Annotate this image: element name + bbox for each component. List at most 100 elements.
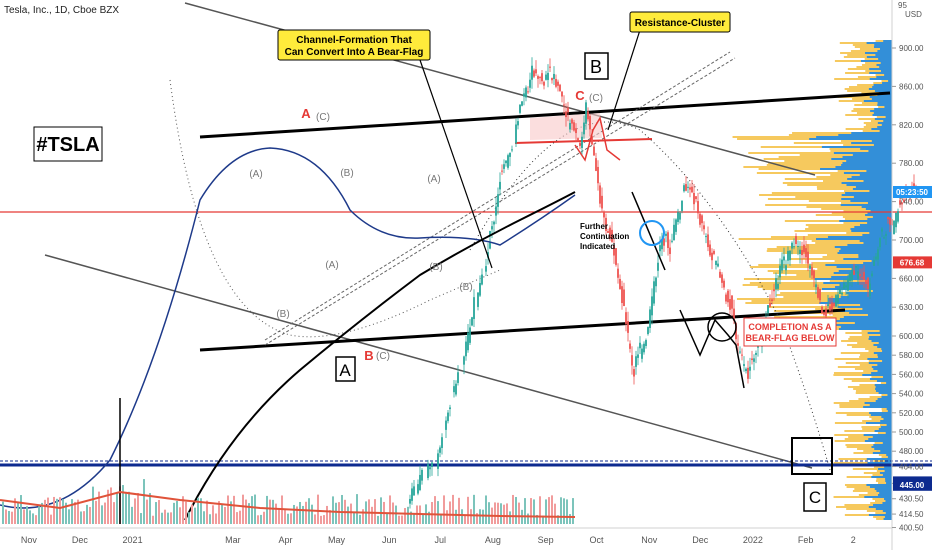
volume-profile-bar [852, 188, 892, 190]
candle-body [847, 278, 849, 291]
volume-profile-bar [869, 336, 892, 338]
candle-body [727, 290, 729, 303]
y-tick-label: 900.00 [899, 44, 924, 53]
subwave-label: (B) [340, 168, 353, 179]
volume-profile-bar [836, 506, 892, 508]
volume-profile-bar [840, 326, 892, 328]
volume-profile-bar [869, 190, 892, 192]
candlesticks [409, 57, 917, 509]
wave-B-box [584, 52, 609, 80]
candle-body [681, 200, 683, 212]
volume-profile-bar [863, 180, 892, 182]
volume-bar [113, 502, 115, 524]
candle-body [801, 249, 803, 256]
volume-profile-bar [877, 50, 892, 52]
volume-bar [107, 489, 109, 524]
volume-profile-bar [875, 390, 892, 392]
candle-body [889, 217, 891, 225]
volume-profile-bar [828, 298, 892, 300]
volume-bar [533, 499, 535, 524]
candle-body [689, 187, 691, 190]
candle-body [503, 164, 505, 169]
y-tick-label: 430.50 [899, 495, 924, 504]
candle-body [647, 327, 649, 335]
volume-profile-bar [887, 456, 892, 458]
volume-profile-bar [840, 248, 892, 250]
candle-body [497, 194, 499, 207]
candle-body [545, 74, 547, 80]
candle-body [685, 184, 687, 191]
volume-bar [95, 500, 97, 524]
volume-bar [155, 502, 157, 524]
volume-profile-bar [878, 454, 892, 456]
volume-bar [110, 487, 112, 524]
volume-profile-bar [878, 342, 892, 344]
price-badge-label: 445.00 [900, 481, 925, 490]
volume-profile-bar [877, 94, 892, 96]
volume-profile-bar [844, 504, 892, 506]
candle-body [731, 295, 733, 309]
volume-profile-bar [811, 240, 892, 242]
volume-profile-bar [874, 90, 892, 92]
volume-profile-bar [780, 292, 892, 294]
candle-body [605, 217, 607, 231]
volume-bar [467, 496, 469, 524]
volume-profile-bar [870, 502, 892, 504]
projection-bear-flag [679, 309, 745, 389]
y-tick-label: 464.00 [899, 463, 924, 472]
volume-profile-bar [841, 198, 892, 200]
completion-note-box [743, 317, 837, 347]
volume-profile-bar [870, 120, 892, 122]
volume-profile-bar [877, 364, 892, 366]
candle-body [441, 437, 443, 448]
volume-profile-bar [869, 68, 892, 70]
volume-profile-bar [880, 450, 892, 452]
volume-bar [443, 495, 445, 524]
volume-profile-bar [868, 350, 892, 352]
volume-profile-bar [871, 140, 892, 142]
volume-bar [47, 497, 49, 524]
candle-body [791, 242, 793, 249]
volume-profile-bar [822, 256, 892, 258]
volume-profile-bar [865, 70, 892, 72]
candle-body [523, 93, 525, 97]
candle-body [609, 227, 611, 239]
volume-profile-bar [854, 226, 892, 228]
candle-body [873, 259, 875, 266]
volume-profile-bar [841, 194, 892, 196]
volume-profile-bar [863, 406, 892, 408]
volume-profile-bar [868, 514, 892, 516]
y-axis: 400.50414.50430.50446.50464.00480.00500.… [892, 44, 924, 533]
volume-profile-bar [742, 284, 892, 286]
candle-body [859, 274, 861, 276]
y-tick-label: 540.00 [899, 390, 924, 399]
callout-resistance-pointer [607, 29, 641, 131]
volume-bar [116, 492, 118, 524]
volume-bar [65, 502, 67, 524]
volume-profile-bar [819, 302, 892, 304]
subwave-label: (C) [589, 93, 603, 104]
volume-profile-bar [871, 128, 892, 130]
candle-body [785, 265, 787, 271]
candle-body [839, 289, 841, 294]
candle-body [471, 317, 473, 326]
volume-profile-bar [840, 204, 892, 206]
volume-profile-bar [872, 86, 892, 88]
volume-bar [287, 513, 289, 524]
volume-bar [353, 511, 355, 524]
volume-profile-bar [833, 372, 892, 374]
candle-body [613, 244, 615, 256]
volume-profile-bar [838, 328, 892, 330]
volume-profile-bar [886, 482, 892, 484]
volume-profile-bar [872, 498, 892, 500]
callout-channel-pointer [419, 59, 493, 269]
volume-profile-bar [843, 172, 892, 174]
candle-body [697, 201, 699, 214]
volume-profile-bar [862, 428, 892, 430]
volume-bar [410, 511, 412, 524]
volume-profile-bar [834, 440, 892, 442]
volume-bar [44, 499, 46, 524]
volume-bar [134, 498, 136, 524]
ma200-line [184, 191, 576, 521]
